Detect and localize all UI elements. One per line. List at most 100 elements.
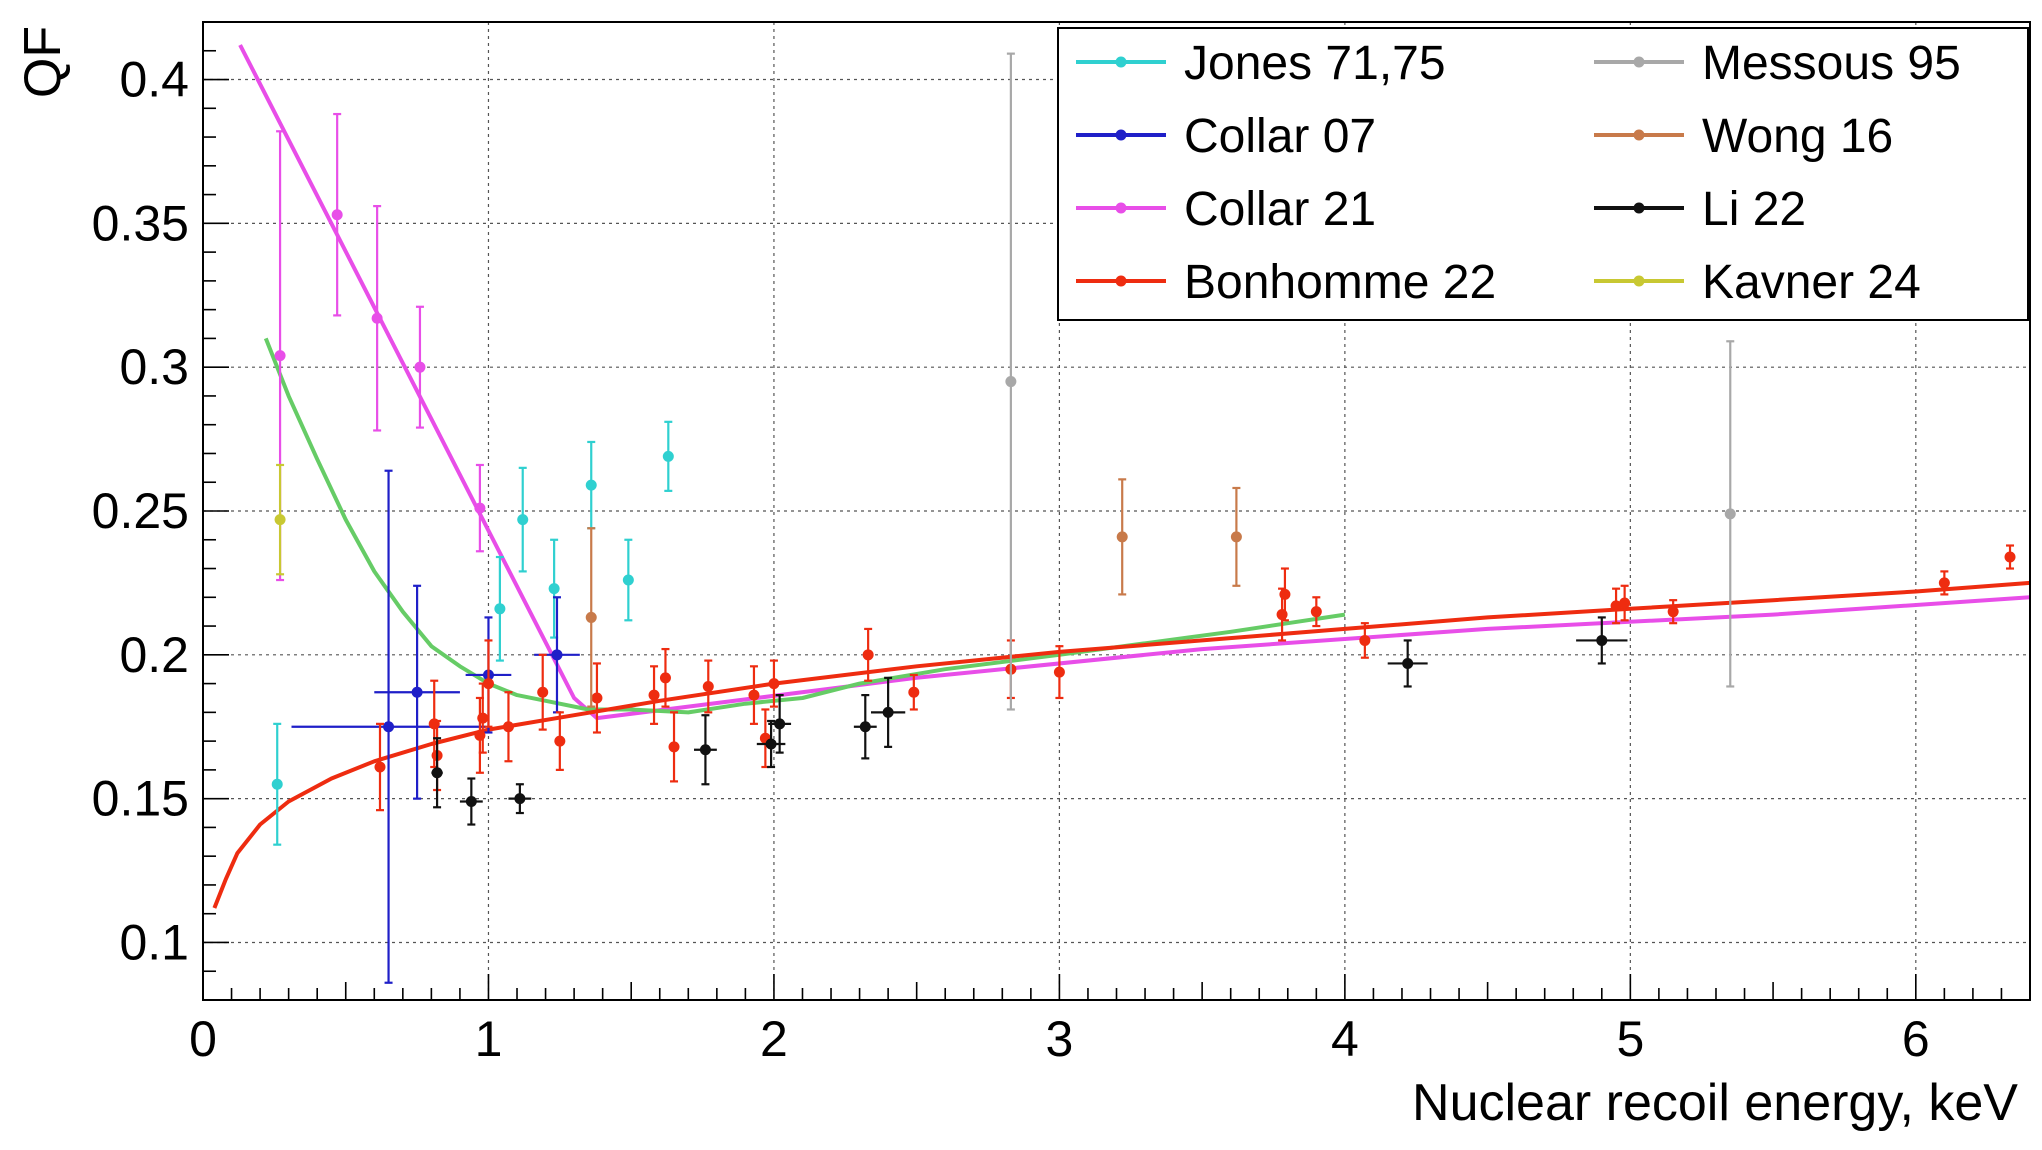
- data-point-jones-71-75: [494, 555, 506, 662]
- marker: [551, 649, 563, 661]
- marker: [908, 686, 920, 698]
- data-point-bonhomme-22: [1667, 599, 1679, 625]
- marker: [659, 672, 671, 684]
- data-point-bonhomme-22: [748, 665, 760, 725]
- marker: [662, 450, 674, 462]
- marker: [383, 721, 395, 733]
- legend-marker: [1633, 275, 1645, 287]
- marker: [591, 692, 603, 704]
- marker: [774, 718, 786, 730]
- legend-marker: [1633, 202, 1645, 214]
- legend-label: Li 22: [1702, 183, 1806, 236]
- y-tick-label: 0.2: [119, 627, 189, 683]
- legend: Jones 71,75 Collar 07 Collar 21 Bonhomme 22…: [1057, 27, 2029, 321]
- marker: [554, 735, 566, 747]
- legend-marker: [1633, 129, 1645, 141]
- data-point-bonhomme-22: [1938, 570, 1950, 596]
- marker: [1359, 634, 1371, 646]
- marker: [517, 514, 529, 526]
- legend-label: Collar 07: [1184, 110, 1376, 163]
- y-tick-label: 0.35: [92, 195, 189, 251]
- data-point-li-22: [694, 714, 717, 786]
- model-curve-3: [212, 580, 2031, 909]
- data-point-jones-71-75: [585, 440, 597, 530]
- data-point-bonhomme-22: [1619, 584, 1631, 622]
- legend-marker: [1115, 275, 1127, 287]
- data-point-collar-21: [371, 204, 383, 432]
- data-point-bonhomme-22: [759, 708, 771, 769]
- marker: [768, 678, 780, 690]
- data-point-bonhomme-22: [2004, 544, 2016, 570]
- data-point-bonhomme-22: [554, 711, 566, 771]
- data-point-bonhomme-22: [1053, 645, 1065, 700]
- marker: [859, 721, 871, 733]
- marker: [1279, 588, 1291, 600]
- data-point-jones-71-75: [662, 420, 674, 492]
- marker: [482, 678, 494, 690]
- data-point-li-22: [768, 693, 792, 754]
- data-point-li-22: [1387, 639, 1428, 688]
- data-point-li-22: [431, 737, 443, 809]
- legend-marker: [1115, 129, 1127, 141]
- legend-label: Bonhomme 22: [1184, 256, 1496, 309]
- data-point-collar-21: [474, 463, 486, 553]
- data-point-li-22: [870, 676, 906, 748]
- marker: [1610, 600, 1622, 612]
- legend-label: Collar 21: [1184, 183, 1376, 236]
- marker: [502, 721, 514, 733]
- marker: [585, 611, 597, 623]
- marker: [494, 603, 506, 615]
- x-tick-label: 3: [1046, 1011, 1074, 1067]
- x-tick-label: 5: [1616, 1011, 1644, 1067]
- marker: [648, 689, 660, 701]
- data-point-li-22: [1576, 616, 1628, 665]
- marker: [1667, 606, 1679, 618]
- marker: [1053, 666, 1065, 678]
- data-point-bonhomme-22: [648, 665, 660, 725]
- data-point-wong-16: [585, 527, 597, 708]
- marker: [1230, 531, 1242, 543]
- model-curves: [212, 44, 2031, 909]
- marker: [474, 502, 486, 514]
- marker: [748, 689, 760, 701]
- legend-marker: [1115, 202, 1127, 214]
- marker: [702, 680, 714, 692]
- data-point-bonhomme-22: [374, 722, 386, 812]
- marker: [1619, 597, 1631, 609]
- y-axis-title: QF: [14, 26, 72, 98]
- axes: 0 1 2 3 4 5 6 0.1 0.15 0.2 0.25 0.3 0.35 0.4: [92, 21, 2031, 1067]
- y-tick-label: 0.15: [92, 771, 189, 827]
- marker: [465, 796, 477, 808]
- legend-box: [1057, 27, 2029, 321]
- marker: [477, 712, 489, 724]
- data-point-collar-21: [331, 112, 343, 317]
- data-point-collar-07: [291, 469, 486, 984]
- marker: [371, 312, 383, 324]
- data-point-bonhomme-22: [1610, 587, 1622, 625]
- marker: [1005, 376, 1017, 388]
- data-point-jones-71-75: [622, 538, 634, 622]
- marker: [862, 649, 874, 661]
- data-point-bonhomme-22: [591, 662, 603, 734]
- marker: [274, 514, 286, 526]
- marker: [537, 686, 549, 698]
- data-point-li-22: [459, 777, 483, 826]
- data-points: [271, 52, 2016, 984]
- marker: [374, 761, 386, 773]
- data-point-bonhomme-22: [862, 627, 874, 682]
- marker: [668, 741, 680, 753]
- legend-label: Messous 95: [1702, 37, 1961, 90]
- data-point-bonhomme-22: [1279, 567, 1291, 622]
- data-point-kavner-24: [274, 463, 286, 576]
- marker: [331, 209, 343, 221]
- marker: [882, 706, 894, 718]
- data-point-bonhomme-22: [537, 653, 549, 731]
- x-tick-label: 6: [1902, 1011, 1930, 1067]
- marker: [1724, 508, 1736, 520]
- marker: [2004, 551, 2016, 563]
- y-tick-label: 0.1: [119, 914, 189, 970]
- x-tick-label: 2: [760, 1011, 788, 1067]
- marker: [699, 744, 711, 756]
- marker: [765, 738, 777, 750]
